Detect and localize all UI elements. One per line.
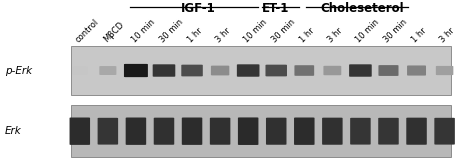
Text: 3 hr: 3 hr [437,26,455,44]
FancyBboxPatch shape [434,118,454,145]
FancyBboxPatch shape [265,118,286,145]
Text: p-Erk: p-Erk [5,66,31,75]
FancyBboxPatch shape [126,118,146,145]
FancyBboxPatch shape [405,118,426,145]
Text: 10 min: 10 min [129,17,156,44]
FancyBboxPatch shape [349,118,370,145]
Text: MβCD: MβCD [101,20,125,44]
FancyBboxPatch shape [293,118,314,145]
FancyBboxPatch shape [72,66,87,75]
FancyBboxPatch shape [181,65,202,76]
Text: 30 min: 30 min [381,17,408,44]
Bar [71,46,450,95]
FancyBboxPatch shape [321,118,342,145]
FancyBboxPatch shape [211,66,229,75]
FancyBboxPatch shape [238,117,258,145]
Text: 1 hr: 1 hr [297,26,315,44]
FancyBboxPatch shape [99,66,116,75]
FancyBboxPatch shape [152,64,175,77]
Text: IGF-1: IGF-1 [181,2,215,15]
Text: 3 hr: 3 hr [213,26,232,44]
Bar [71,105,450,157]
FancyBboxPatch shape [265,65,286,76]
FancyBboxPatch shape [153,118,174,145]
FancyBboxPatch shape [236,64,259,77]
Text: Choleseterol: Choleseterol [320,2,404,15]
FancyBboxPatch shape [349,64,371,77]
Text: Erk: Erk [5,126,21,136]
FancyBboxPatch shape [323,66,340,75]
Text: 30 min: 30 min [157,17,184,44]
Text: 3 hr: 3 hr [325,26,344,44]
Text: 10 min: 10 min [353,17,380,44]
FancyBboxPatch shape [70,118,90,145]
FancyBboxPatch shape [209,118,230,145]
Text: control: control [73,17,100,44]
FancyBboxPatch shape [124,64,147,77]
FancyBboxPatch shape [182,118,202,145]
FancyBboxPatch shape [377,118,398,145]
Text: 10 min: 10 min [241,17,268,44]
FancyBboxPatch shape [406,65,425,76]
Text: 1 hr: 1 hr [410,26,427,44]
Text: ET-1: ET-1 [262,2,289,15]
FancyBboxPatch shape [294,65,313,76]
FancyBboxPatch shape [97,118,118,145]
Text: 30 min: 30 min [269,17,296,44]
FancyBboxPatch shape [435,66,452,75]
Text: 1 hr: 1 hr [185,26,203,44]
FancyBboxPatch shape [378,65,398,76]
